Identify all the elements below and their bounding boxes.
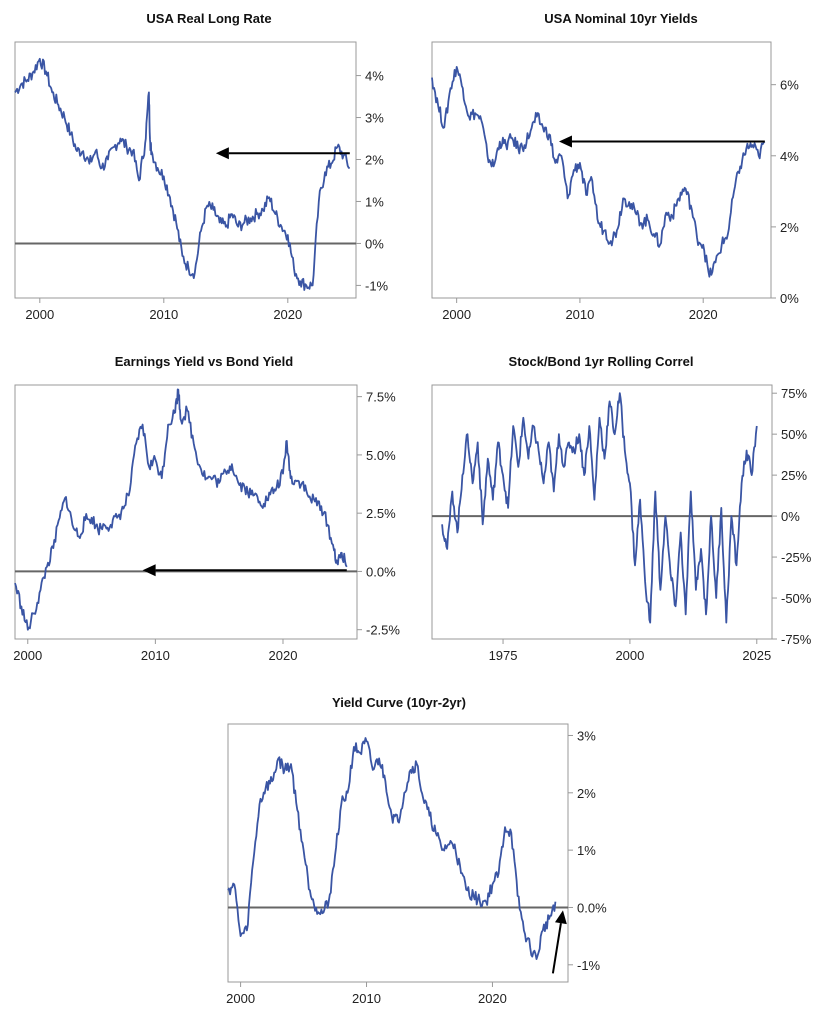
x-tick-label: 2020	[478, 991, 507, 1006]
x-tick-label: 1975	[489, 648, 518, 663]
chart-title: Yield Curve (10yr-2yr)	[332, 695, 466, 710]
y-tick-label: -75%	[781, 632, 812, 647]
y-tick-label: 0%	[780, 291, 799, 306]
y-tick-label: -25%	[781, 550, 812, 565]
x-tick-label: 2010	[565, 307, 594, 322]
y-tick-label: 2%	[365, 153, 384, 168]
y-tick-label: 1%	[365, 194, 384, 209]
chart-stock-bond-correl: Stock/Bond 1yr Rolling Correl -75% -50% -2…	[431, 354, 812, 663]
arrow-head	[558, 135, 572, 148]
x-tick-label: 2020	[689, 307, 718, 322]
plot-frame	[227, 723, 569, 983]
y-tick-label: 4%	[780, 149, 799, 164]
series-line	[227, 737, 557, 960]
arrow-head	[554, 910, 567, 925]
plot-frame	[14, 384, 358, 640]
plot-frame	[14, 41, 357, 299]
y-tick-label: 5.0%	[366, 448, 396, 463]
series-line	[14, 388, 348, 631]
chart-earnings-vs-bond: Earnings Yield vs Bond Yield -2.5% 0.0% 2.…	[13, 354, 400, 663]
x-tick-label: 2000	[226, 991, 255, 1006]
x-tick-label: 2010	[141, 648, 170, 663]
y-tick-label: 0%	[365, 236, 384, 251]
x-tick-label: 2025	[742, 648, 771, 663]
y-tick-label: -2.5%	[366, 623, 400, 638]
x-tick-label: 2000	[442, 307, 471, 322]
y-tick-label: 0.0%	[366, 564, 396, 579]
chart-real-long-rate: USA Real Long Rate -1% 0% 1% 2% 3% 4% 2000 2010…	[14, 11, 389, 322]
y-tick-label: 75%	[781, 386, 807, 401]
y-tick-label: 0.0%	[577, 900, 607, 915]
y-tick-label: 3%	[577, 728, 596, 743]
series-line	[14, 57, 350, 291]
x-tick-label: 2000	[615, 648, 644, 663]
chart-nominal-10yr: USA Nominal 10yr Yields 0% 2% 4% 6% 2000 2010…	[431, 11, 799, 322]
chart-title: USA Real Long Rate	[146, 11, 271, 26]
chart-title: Stock/Bond 1yr Rolling Correl	[509, 354, 694, 369]
y-tick-label: 6%	[780, 78, 799, 93]
y-tick-label: 4%	[365, 69, 384, 84]
x-tick-label: 2000	[13, 648, 42, 663]
x-tick-label: 2020	[269, 648, 298, 663]
y-tick-label: 0%	[781, 509, 800, 524]
arrow-head	[142, 564, 156, 577]
arrow-head	[215, 147, 229, 160]
y-tick-label: 2.5%	[366, 506, 396, 521]
chart-title: USA Nominal 10yr Yields	[544, 11, 697, 26]
series-line	[431, 66, 766, 278]
x-tick-label: 2020	[273, 307, 302, 322]
x-tick-label: 2010	[149, 307, 178, 322]
arrow-shaft	[551, 923, 562, 974]
x-tick-label: 2010	[352, 991, 381, 1006]
y-tick-label: 2%	[577, 786, 596, 801]
y-tick-label: 2%	[780, 220, 799, 235]
series-line	[441, 392, 758, 624]
chart-title: Earnings Yield vs Bond Yield	[115, 354, 293, 369]
y-tick-label: -50%	[781, 591, 812, 606]
y-tick-label: -1%	[577, 958, 601, 973]
plot-frame	[431, 41, 772, 299]
y-tick-label: 7.5%	[366, 390, 396, 405]
chart-yield-curve: Yield Curve (10yr-2yr) -1% 0.0% 1% 2% 3% 2000…	[226, 695, 607, 1006]
y-tick-label: 50%	[781, 427, 807, 442]
y-tick-label: 3%	[365, 111, 384, 126]
y-tick-label: -1%	[365, 278, 389, 293]
y-tick-label: 1%	[577, 843, 596, 858]
y-tick-label: 25%	[781, 468, 807, 483]
plot-frame	[431, 384, 773, 640]
x-tick-label: 2000	[25, 307, 54, 322]
